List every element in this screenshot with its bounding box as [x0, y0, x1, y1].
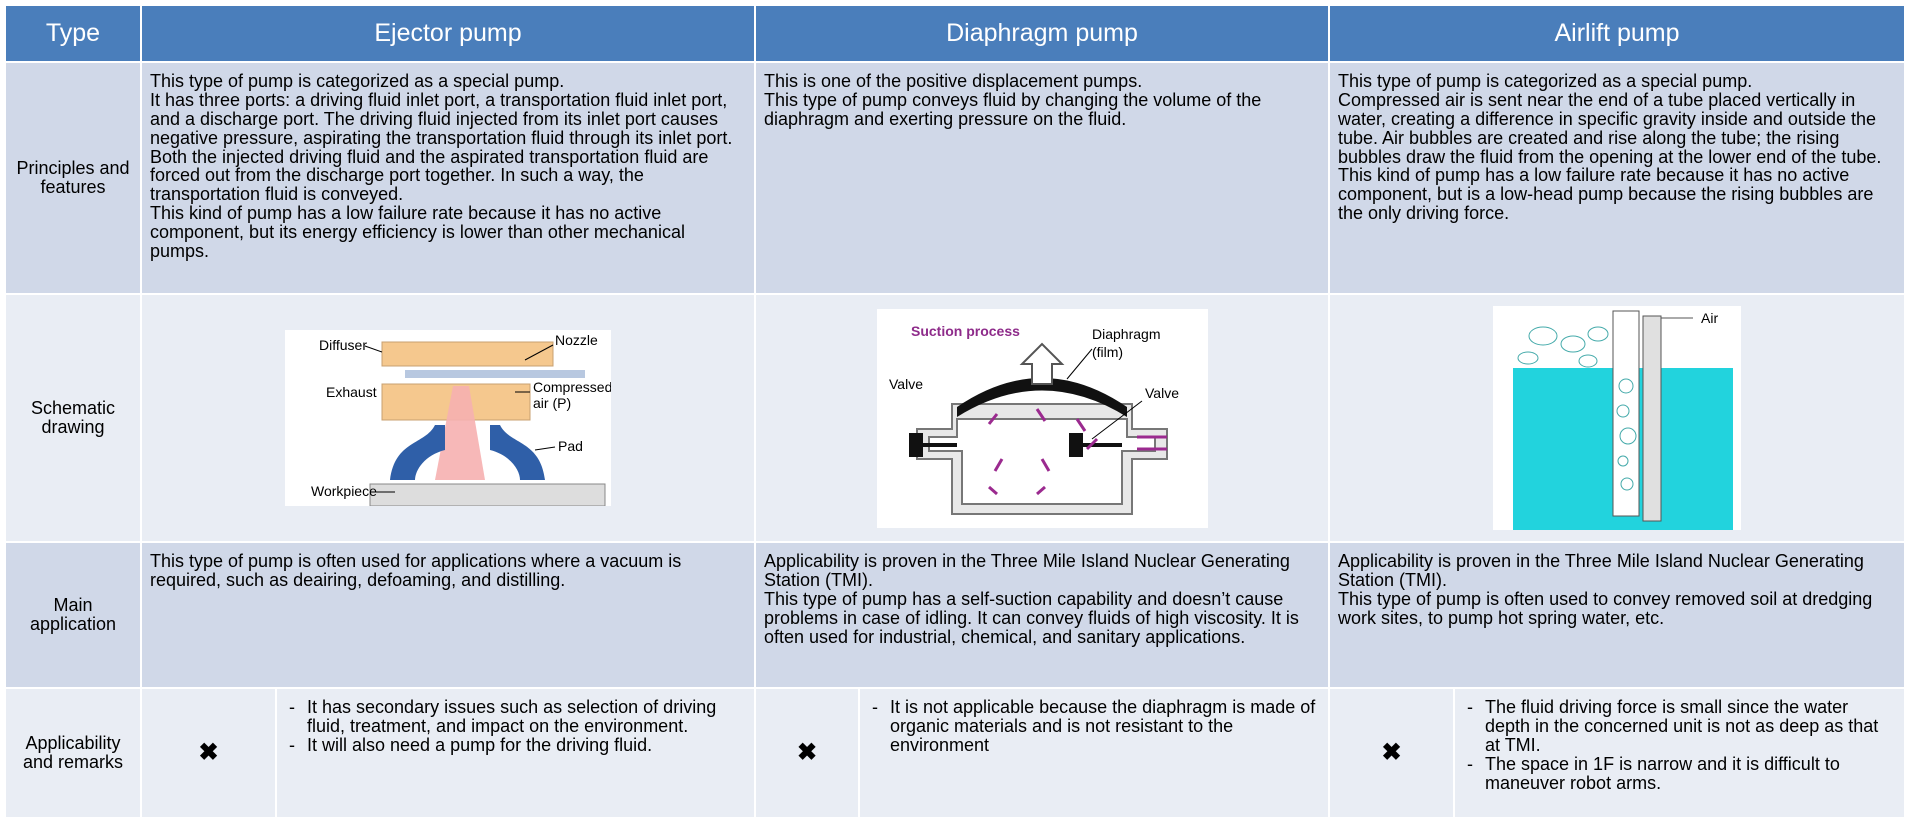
paragraph: Compressed air is sent near the end of a…	[1338, 89, 1882, 224]
row-label-text: Main application	[29, 595, 117, 634]
remarks-cell: ✖The fluid driving force is small since …	[1330, 689, 1904, 817]
header-text: Type	[45, 19, 101, 48]
remark-item: The space in 1F is narrow and it is diff…	[1467, 754, 1896, 793]
remark-item: It is not applicable because the diaphra…	[872, 698, 1320, 755]
applicability-mark: ✖	[756, 689, 858, 817]
drawing-label: Diffuser	[319, 337, 367, 353]
row-label-text: Schematic drawing	[30, 398, 116, 437]
header-cell: Diaphragm pump	[756, 6, 1328, 61]
header-cell: Ejector pump	[142, 6, 754, 61]
paragraph: This is one of the positive displacement…	[764, 71, 1143, 91]
drawing-label: Air	[1701, 310, 1718, 326]
row-label: Principles and features	[6, 63, 140, 293]
airlift-drawing: Air	[1493, 306, 1741, 530]
remarks-list: It has secondary issues such as selectio…	[277, 689, 754, 755]
drawing-label: Valve	[1145, 385, 1179, 401]
drawing-cell: Suction process Diaphragm (film) Valve V…	[756, 295, 1328, 541]
drawing-title: Suction process	[911, 323, 1020, 339]
drawing-label: Nozzle	[555, 332, 598, 348]
table: Type Ejector pump Diaphragm pump Airlift pu…	[6, 6, 1904, 817]
drawing-label: air (P)	[533, 395, 571, 411]
paragraph: This type of pump is categorized as a sp…	[1338, 71, 1753, 91]
remarks-cell: ✖ It has secondary issues such as selecti…	[142, 689, 754, 817]
ejector-drawing: Diffuser Nozzle Exhaust Compressed air (…	[285, 330, 611, 506]
row-label-text: Principles and features	[16, 158, 130, 197]
drawing-label: Compressed	[533, 379, 611, 395]
remarks-list: It is not applicable because the diaphra…	[860, 689, 1328, 755]
paragraph: Applicability is proven in the Three Mil…	[1338, 551, 1864, 590]
header-cell: Airlift pump	[1330, 6, 1904, 61]
drawing-cell: Diffuser Nozzle Exhaust Compressed air (…	[142, 295, 754, 541]
remarks-cell: ✖It is not applicable because the diaphr…	[756, 689, 1328, 817]
drawing-label: (film)	[1092, 344, 1123, 360]
applicability-mark: ✖	[142, 689, 275, 817]
text-cell: This type of pump is categorized as a sp…	[142, 63, 754, 293]
drawing-label: Diaphragm	[1092, 326, 1160, 342]
paragraph: This type of pump is often used to conve…	[1338, 588, 1873, 628]
text-cell: This is one of the positive displacement…	[756, 63, 1328, 293]
paragraph: This kind of pump has a low failure rate…	[150, 203, 685, 262]
diaphragm-drawing: Suction process Diaphragm (film) Valve V…	[876, 308, 1208, 528]
header-text: Airlift pump	[1554, 19, 1680, 48]
remark-item: It has secondary issues such as selectio…	[289, 698, 746, 736]
text-cell: This type of pump is categorized as a sp…	[1330, 63, 1904, 293]
remark-item: It will also need a pump for the driving…	[289, 735, 746, 755]
row-label: Main application	[6, 543, 140, 687]
remarks-text: It has secondary issues such as selectio…	[277, 689, 754, 817]
paragraph: This type of pump is often used for appl…	[150, 551, 682, 590]
paragraph: It has three ports: a driving fluid inle…	[150, 89, 733, 205]
text-cell: This type of pump is often used for appl…	[142, 543, 754, 687]
drawing-label: Valve	[889, 376, 923, 392]
row-label: Schematic drawing	[6, 295, 140, 541]
remark-item: The fluid driving force is small since t…	[1467, 698, 1896, 755]
remarks-text: It is not applicable because the diaphra…	[860, 689, 1328, 817]
drawing-cell: Air	[1330, 295, 1904, 541]
text-cell: Applicability is proven in the Three Mil…	[756, 543, 1328, 687]
text-cell: Applicability is proven in the Three Mil…	[1330, 543, 1904, 687]
drawing-label: Pad	[558, 438, 583, 454]
paragraph: This type of pump has a self-suction cap…	[764, 588, 1299, 647]
drawing-label: Workpiece	[311, 483, 377, 499]
remarks-list: The fluid driving force is small since t…	[1455, 689, 1904, 792]
paragraph: This type of pump is categorized as a sp…	[150, 71, 565, 91]
header-cell: Type	[6, 6, 140, 61]
remarks-text: The fluid driving force is small since t…	[1455, 689, 1904, 817]
header-text: Diaphragm pump	[946, 19, 1138, 48]
paragraph: Applicability is proven in the Three Mil…	[764, 551, 1290, 590]
header-text: Ejector pump	[374, 19, 522, 48]
row-label: Applicability and remarks	[6, 689, 140, 817]
row-label-text: Applicability and remarks	[22, 733, 124, 772]
applicability-mark: ✖	[1330, 689, 1453, 817]
drawing-label: Exhaust	[326, 384, 377, 400]
paragraph: This type of pump conveys fluid by chang…	[764, 89, 1262, 129]
